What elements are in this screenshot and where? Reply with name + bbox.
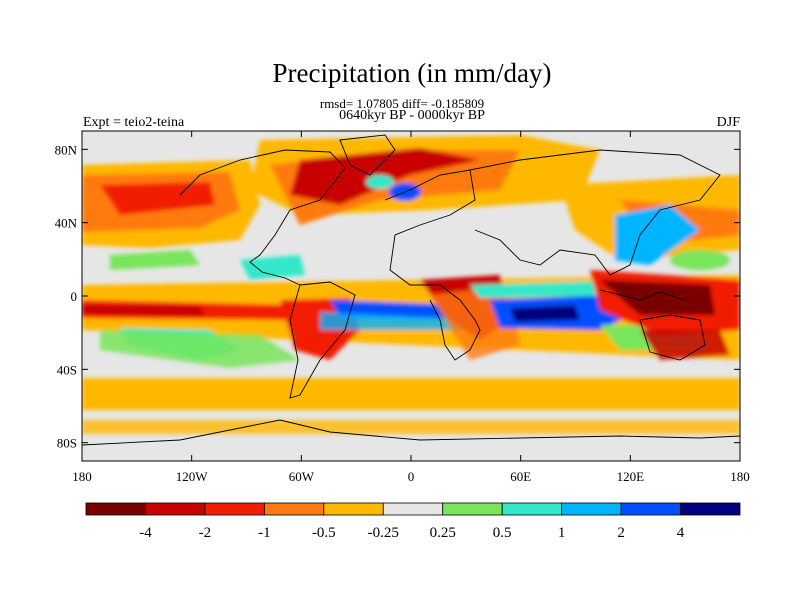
- colorbar-label: -0.25: [368, 525, 399, 541]
- colorbar-swatch: [501, 502, 563, 516]
- field-natlantic-cyan: [366, 175, 394, 189]
- field-southern-ocean-2: [82, 420, 740, 434]
- colorbar-swatch: [263, 502, 325, 516]
- colorbar-label: 4: [677, 525, 685, 541]
- experiment-label: Expt = teio2-teina: [83, 115, 185, 130]
- coast-antarctica: [82, 419, 740, 446]
- colorbar-label: -4: [139, 525, 152, 541]
- y-tick-label: 80S: [57, 436, 77, 451]
- field-australia-red: [640, 330, 730, 360]
- colorbar-label: -2: [199, 525, 212, 541]
- colorbar-label: 0.5: [493, 525, 512, 541]
- coast-maritime: [599, 289, 686, 301]
- field-satlantic-cyan: [320, 312, 470, 330]
- colorbar-swatch: [85, 502, 146, 516]
- field-southern-ocean: [82, 378, 740, 410]
- colorbar-label: -1: [258, 525, 271, 541]
- colorbar-swatch: [145, 502, 206, 516]
- field-maritime-darkred: [600, 280, 715, 315]
- y-tick-label: 80N: [55, 142, 78, 157]
- colorbar-swatch: [561, 502, 622, 516]
- x-tick-label: 180: [72, 469, 92, 484]
- coast-asia: [469, 149, 721, 276]
- colorbar-label: 0.25: [430, 525, 456, 541]
- field-npacific-red: [100, 182, 215, 215]
- stats-line: rmsd= 1.07805 diff= -0.185809: [320, 96, 484, 111]
- colorbar-swatch: [204, 502, 265, 516]
- colorbar-swatch: [680, 502, 741, 516]
- x-tick-label: 180: [730, 469, 750, 484]
- x-tick-label: 0: [408, 469, 415, 484]
- field-eq-pacific-darkred: [82, 305, 205, 316]
- coastlines: [82, 134, 740, 446]
- coast-australia: [639, 314, 706, 361]
- field-pacific-green: [110, 250, 200, 270]
- precip-field: [82, 135, 740, 434]
- period-line: 0640kyr BP - 0000kyr BP: [339, 108, 485, 123]
- field-spacific-green: [100, 330, 300, 368]
- colorbar-label: -0.5: [312, 525, 336, 541]
- y-tick-label: 40N: [55, 216, 78, 231]
- field-nwpacific-blue: [615, 205, 700, 265]
- coast-south-america: [289, 281, 356, 399]
- colorbar-swatch: [442, 502, 503, 516]
- y-tick-label: 0: [71, 289, 78, 304]
- x-tick-label: 120E: [617, 469, 645, 484]
- colorbar: -4 -2 -1 -0.5 -0.25 0.25 0.5 1 2 4: [85, 502, 741, 541]
- x-tick-label: 60E: [510, 469, 531, 484]
- field-nwpacific-green: [670, 250, 730, 270]
- x-tick-label: 120W: [176, 469, 209, 484]
- y-tick-label: 40S: [57, 362, 77, 377]
- x-tick-label: 60W: [289, 469, 315, 484]
- colorbar-label: 2: [617, 525, 625, 541]
- coast-north-america: [179, 149, 346, 286]
- colorbar-swatch: [323, 502, 384, 516]
- colorbar-swatch: [620, 502, 681, 516]
- field-indian-navy: [510, 305, 580, 322]
- chart-title: Precipitation (in mm/day): [273, 58, 552, 88]
- season-label: DJF: [717, 115, 741, 130]
- field-camerica-cyan: [240, 255, 305, 280]
- colorbar-swatch: [382, 502, 444, 516]
- axis-ticks: 180 120W 60W 0 60E 120E 180 80N 40N 0 40S 80S: [55, 131, 750, 484]
- map-panel: [82, 131, 740, 461]
- coast-greenland: [339, 134, 396, 176]
- colorbar-label: 1: [558, 525, 566, 541]
